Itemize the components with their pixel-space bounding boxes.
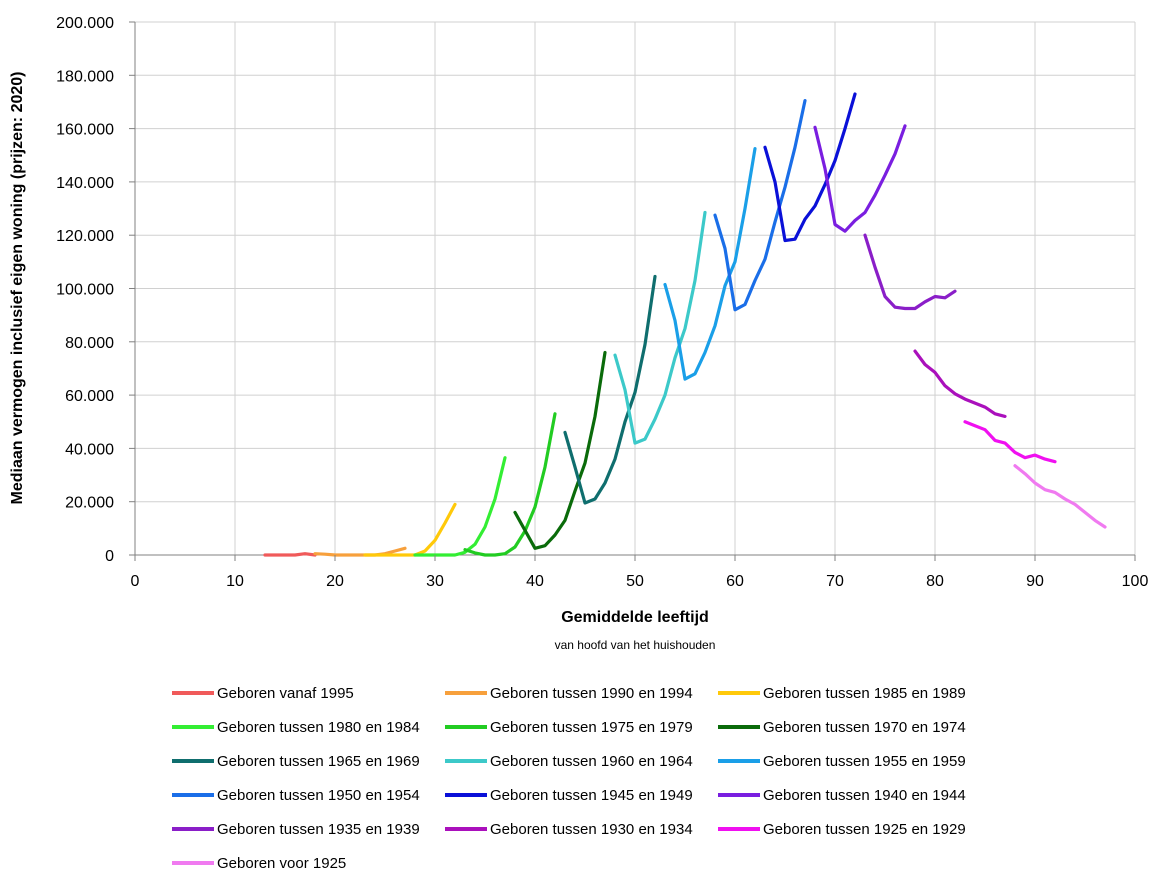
y-tick-label: 160.000 (56, 122, 114, 139)
x-tick-label: 30 (426, 573, 444, 590)
legend-label: Geboren tussen 1940 en 1944 (763, 786, 966, 804)
series-line-14 (963, 420, 1057, 464)
legend-swatch (172, 861, 214, 865)
series-line-12 (863, 233, 957, 311)
legend-swatch (172, 725, 214, 729)
y-tick-label: 80.000 (65, 335, 114, 352)
series-line-1 (313, 546, 407, 557)
y-tick-label: 120.000 (56, 228, 114, 245)
legend-item: Geboren tussen 1985 en 1989 (718, 683, 966, 703)
legend-label: Geboren tussen 1935 en 1939 (217, 820, 420, 838)
x-axis-ticks: 0 10 20 30 40 50 60 70 80 90 100 (131, 555, 1149, 590)
legend-item: Geboren tussen 1980 en 1984 (172, 717, 420, 737)
legend-swatch (445, 793, 487, 797)
legend-label: Geboren tussen 1970 en 1974 (763, 718, 966, 736)
legend-swatch (718, 759, 760, 763)
y-tick-label: 200.000 (56, 15, 114, 32)
x-tick-label: 40 (526, 573, 544, 590)
series-layer (263, 92, 1107, 557)
y-axis-title: Mediaan vermogen inclusief eigen woning … (9, 72, 26, 505)
series-line-11 (813, 124, 907, 233)
legend-item: Geboren tussen 1945 en 1949 (445, 785, 693, 805)
legend-swatch (445, 759, 487, 763)
legend-item: Geboren tussen 1940 en 1944 (718, 785, 966, 805)
legend-item: Geboren tussen 1990 en 1994 (445, 683, 693, 703)
x-tick-label: 0 (131, 573, 140, 590)
legend-label: Geboren voor 1925 (217, 854, 347, 872)
legend-item: Geboren tussen 1965 en 1969 (172, 751, 420, 771)
legend-item: Geboren tussen 1970 en 1974 (718, 717, 966, 737)
legend-label: Geboren tussen 1955 en 1959 (763, 752, 966, 770)
y-tick-label: 20.000 (65, 495, 114, 512)
legend-label: Geboren tussen 1980 en 1984 (217, 718, 420, 736)
x-tick-label: 70 (826, 573, 844, 590)
x-tick-label: 50 (626, 573, 644, 590)
legend-swatch (718, 691, 760, 695)
legend-label: Geboren tussen 1975 en 1979 (490, 718, 693, 736)
y-axis-ticks: 0 20.000 40.000 60.000 80.000 100.000 120.000 1… (56, 15, 135, 565)
series-line-2 (363, 502, 457, 557)
legend-item: Geboren tussen 1950 en 1954 (172, 785, 420, 805)
legend-swatch (445, 691, 487, 695)
x-tick-label: 90 (1026, 573, 1044, 590)
legend-label: Geboren tussen 1950 en 1954 (217, 786, 420, 804)
legend-label: Geboren tussen 1945 en 1949 (490, 786, 693, 804)
legend-swatch (718, 827, 760, 831)
legend-swatch (172, 691, 214, 695)
legend-item: Geboren voor 1925 (172, 853, 346, 873)
y-tick-label: 100.000 (56, 282, 114, 299)
legend-swatch (445, 827, 487, 831)
legend-swatch (172, 827, 214, 831)
x-tick-label: 20 (326, 573, 344, 590)
legend-swatch (172, 793, 214, 797)
series-line-10 (763, 92, 857, 243)
legend-label: Geboren tussen 1930 en 1934 (490, 820, 693, 838)
legend-swatch (445, 725, 487, 729)
legend-item: Geboren tussen 1935 en 1939 (172, 819, 420, 839)
y-tick-label: 60.000 (65, 388, 114, 405)
legend-swatch (172, 759, 214, 763)
legend-item: Geboren tussen 1930 en 1934 (445, 819, 693, 839)
line-chart: 0 20.000 40.000 60.000 80.000 100.000 120.000 1… (9, 15, 1149, 652)
legend-label: Geboren tussen 1960 en 1964 (490, 752, 693, 770)
series-line-0 (263, 552, 317, 557)
legend-swatch (718, 793, 760, 797)
series-line-15 (1013, 464, 1107, 529)
legend-label: Geboren tussen 1965 en 1969 (217, 752, 420, 770)
legend-item: Geboren vanaf 1995 (172, 683, 354, 703)
legend-item: Geboren tussen 1960 en 1964 (445, 751, 693, 771)
series-line-3 (413, 456, 507, 557)
legend-swatch (718, 725, 760, 729)
legend-item: Geboren tussen 1925 en 1929 (718, 819, 966, 839)
y-tick-label: 40.000 (65, 441, 114, 458)
legend-label: Geboren tussen 1990 en 1994 (490, 684, 693, 702)
legend-label: Geboren tussen 1925 en 1929 (763, 820, 966, 838)
series-line-8 (663, 147, 757, 381)
series-line-6 (563, 274, 657, 505)
x-tick-label: 80 (926, 573, 944, 590)
y-tick-label: 0 (105, 548, 114, 565)
series-line-7 (613, 210, 707, 445)
x-axis-title: Gemiddelde leeftijd (561, 609, 709, 626)
x-tick-label: 100 (1122, 573, 1149, 590)
x-tick-label: 10 (226, 573, 244, 590)
series-line-13 (913, 349, 1007, 418)
legend-label: Geboren tussen 1985 en 1989 (763, 684, 966, 702)
y-tick-label: 180.000 (56, 68, 114, 85)
x-axis-subtitle: van hoofd van het huishouden (555, 638, 716, 652)
gridlines (134, 21, 1136, 556)
series-line-4 (463, 412, 557, 557)
x-tick-label: 60 (726, 573, 744, 590)
series-line-9 (713, 99, 807, 312)
legend-label: Geboren vanaf 1995 (217, 684, 354, 702)
y-tick-label: 140.000 (56, 175, 114, 192)
legend-item: Geboren tussen 1955 en 1959 (718, 751, 966, 771)
legend-item: Geboren tussen 1975 en 1979 (445, 717, 693, 737)
series-line-5 (513, 350, 607, 550)
